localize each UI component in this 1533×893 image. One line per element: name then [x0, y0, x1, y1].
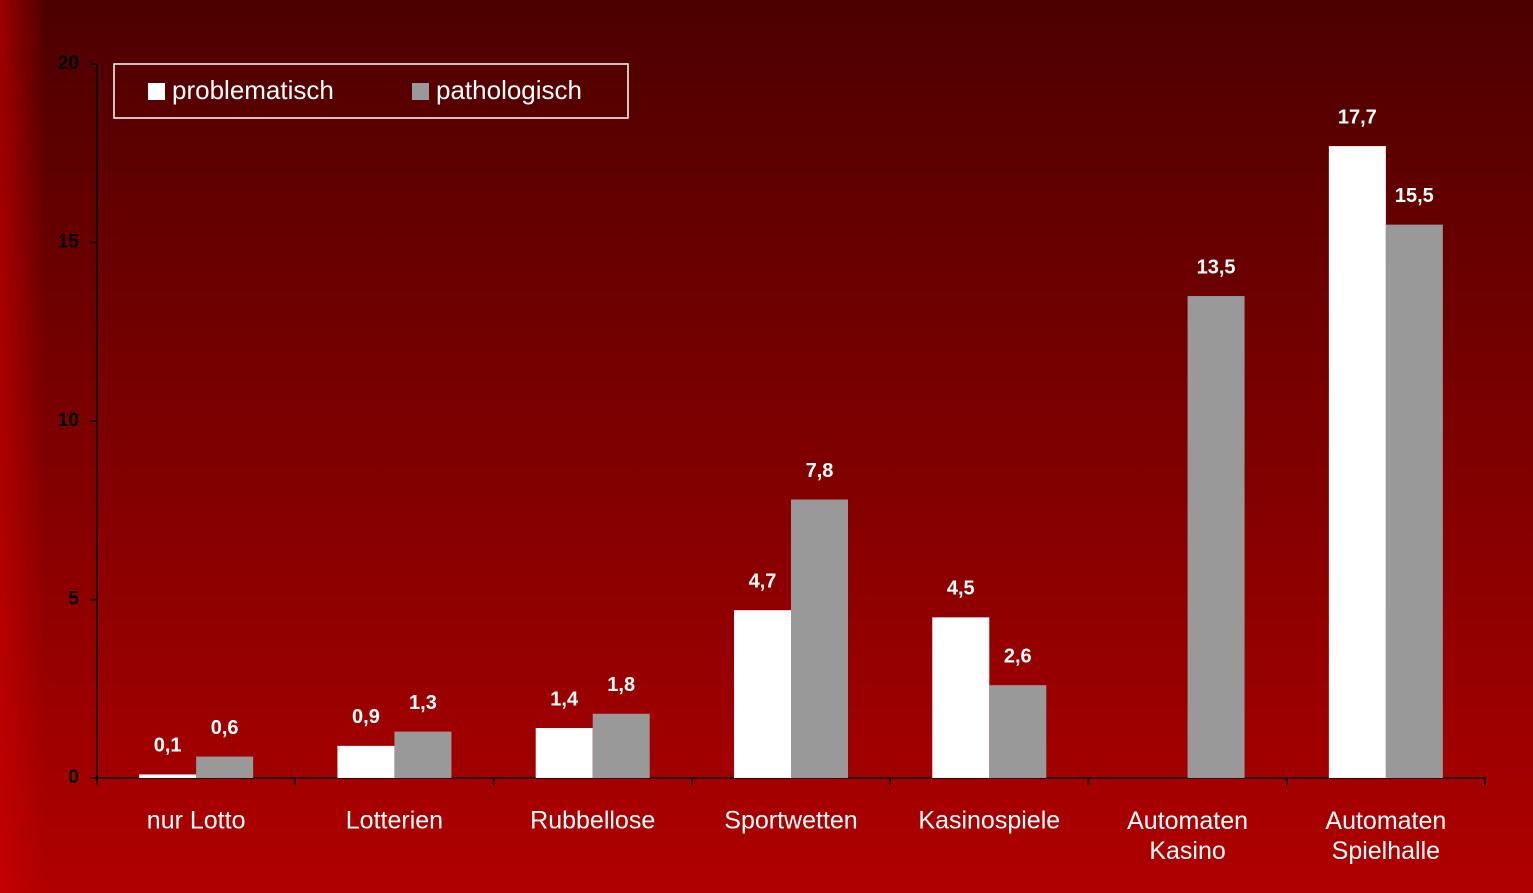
x-tick-label: Lotterien — [346, 807, 443, 835]
bar — [1187, 296, 1245, 778]
y-tick-label: 5 — [68, 589, 79, 610]
bar — [989, 685, 1047, 778]
x-tick-label: Automaten Kasino — [1127, 807, 1248, 865]
y-tick-label: 15 — [58, 232, 80, 253]
y-tick-label: 10 — [58, 410, 79, 431]
value-label: 7,8 — [806, 460, 834, 482]
legend-label: pathologisch — [436, 75, 582, 105]
bar — [337, 745, 395, 778]
x-tick-label: Rubbellose — [530, 807, 655, 835]
y-tick-label: 20 — [58, 53, 79, 74]
bar — [535, 728, 593, 778]
x-tick-label: Sportwetten — [724, 807, 857, 835]
value-label: 1,3 — [409, 692, 437, 714]
x-tick-label: Kasinospiele — [918, 807, 1060, 835]
value-label: 13,5 — [1197, 256, 1236, 278]
bar — [1328, 146, 1386, 779]
value-label: 1,8 — [607, 674, 635, 696]
legend-label: problematisch — [172, 75, 334, 105]
bar — [791, 499, 848, 778]
value-label: 1,4 — [550, 688, 579, 710]
bar — [734, 610, 791, 778]
value-label: 2,6 — [1004, 645, 1032, 667]
bar — [932, 617, 990, 778]
value-label: 0,1 — [154, 735, 182, 757]
value-label: 0,6 — [211, 717, 239, 739]
value-label: 0,9 — [352, 706, 380, 728]
x-tick-label: Automaten Spielhalle — [1325, 807, 1446, 865]
bar — [1385, 224, 1443, 778]
value-label: 4,5 — [947, 578, 975, 600]
bar — [394, 731, 452, 778]
value-label: 17,7 — [1338, 106, 1377, 128]
y-tick-label: 0 — [68, 767, 79, 788]
value-label: 4,7 — [749, 570, 777, 592]
value-label: 15,5 — [1395, 185, 1434, 207]
legend-swatch — [148, 83, 165, 100]
x-tick-label: nur Lotto — [147, 807, 246, 835]
bar — [196, 756, 254, 778]
legend-box — [113, 63, 629, 119]
bar — [592, 713, 650, 778]
legend-swatch — [412, 83, 429, 100]
bar — [139, 774, 197, 778]
